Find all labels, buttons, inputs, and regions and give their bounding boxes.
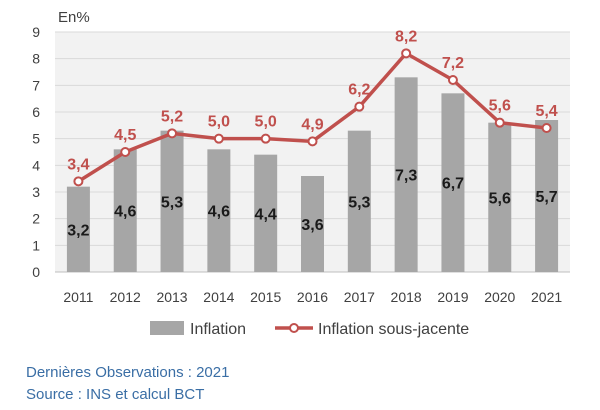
x-tick-label: 2013: [156, 289, 187, 305]
line-point-2019: [447, 75, 458, 85]
x-tick-label: 2014: [203, 289, 234, 305]
bar-2013: [160, 130, 184, 272]
bar-data-label: 4,6: [114, 204, 136, 221]
bar-data-label: 5,7: [535, 189, 557, 206]
bar-data-label: 3,6: [301, 217, 323, 234]
bar-data-label: 7,3: [395, 168, 417, 185]
y-tick-label: 1: [32, 237, 40, 253]
x-tick-label: 2018: [391, 289, 422, 305]
last-observations-note: Dernières Observations : 2021: [26, 364, 230, 381]
y-axis: 0 1 2 3 4 5 6 7 8 9: [32, 24, 40, 280]
line-point-2020: [494, 117, 505, 128]
bar-2016: [301, 176, 324, 272]
source-note: Source : INS et calcul BCT: [26, 386, 205, 403]
line-point-2018: [401, 48, 412, 59]
y-tick-label: 9: [32, 24, 40, 40]
bar-data-label: 6,7: [442, 176, 464, 193]
bar-data-label: 3,2: [67, 222, 89, 239]
y-tick-label: 4: [32, 157, 40, 173]
x-tick-label: 2019: [437, 289, 468, 305]
y-tick-label: 8: [32, 51, 40, 67]
bar-data-label: 4,4: [255, 206, 277, 223]
bar-2021: [535, 120, 559, 272]
line-point-2014: [213, 133, 224, 144]
bar-2014: [207, 149, 231, 272]
bar-2012: [113, 149, 137, 272]
line-data-label: 5,4: [535, 103, 557, 120]
x-tick-label: 2015: [250, 289, 281, 305]
y-tick-label: 0: [32, 264, 40, 280]
bar-data-label: 5,3: [348, 194, 370, 211]
y-tick-label: 3: [32, 184, 40, 200]
bar-2011: [66, 186, 90, 272]
line-data-label: 3,4: [67, 156, 89, 173]
x-tick-label: 2011: [63, 289, 93, 305]
legend-swatch-bar: [150, 321, 184, 335]
y-tick-label: 2: [32, 211, 40, 227]
line-data-label: 5,0: [208, 114, 230, 131]
x-tick-label: 2012: [110, 289, 141, 305]
line-point-2017: [354, 101, 365, 112]
legend-label: Inflation sous-jacente: [318, 321, 469, 338]
line-series: 3,4 4,5 5,2 5,0 5,0 4,9 6,2 8,2 7,2 5,6 5,4: [67, 28, 558, 187]
x-tick-label: 2016: [297, 289, 328, 305]
bar-2018: [394, 77, 418, 272]
x-tick-label: 2021: [531, 289, 562, 305]
legend-marker: [289, 323, 299, 333]
line-data-label: 8,2: [395, 28, 417, 45]
line-point-2015: [260, 133, 271, 144]
bar-2020: [488, 122, 512, 273]
x-tick-label: 2020: [484, 289, 515, 305]
bar-data-label: 5,3: [161, 194, 183, 211]
line-point-2012: [120, 147, 131, 157]
line-data-label: 7,2: [442, 55, 464, 72]
bar-series: 3,2 4,6 5,3 4,6 4,4 3,6 5,3 7,3 6,7 5,6 5,7: [66, 77, 559, 273]
x-tick-label: 2017: [344, 289, 375, 305]
y-tick-label: 5: [32, 131, 40, 147]
line-data-label: 4,5: [114, 127, 136, 144]
bar-2019: [441, 93, 465, 272]
line-data-label: 5,6: [489, 98, 511, 115]
bar-2015: [254, 154, 278, 272]
y-tick-label: 6: [32, 104, 40, 120]
bar-data-label: 4,6: [208, 204, 230, 221]
line-point-2016: [307, 136, 318, 147]
line-data-label: 4,9: [301, 116, 323, 133]
line-point-2011: [73, 176, 84, 187]
bar-2017: [347, 130, 371, 272]
y-tick-label: 7: [32, 77, 40, 93]
line-point-2013: [167, 128, 178, 139]
unit-label: En%: [58, 9, 90, 26]
line-point-2021: [541, 123, 552, 133]
legend-label: Inflation: [190, 321, 246, 338]
x-axis: 2011 2012 2013 2014 2015 2016 2017 2018 2019 2020…: [63, 289, 562, 305]
chart: En% 0 1 2 3 4 5 6 7 8 9 3,2 4,6 5,3 4,6 4,4 3,6 5,3 7,3 6…: [32, 9, 570, 338]
bar-data-label: 5,6: [489, 190, 511, 207]
line-data-label: 5,0: [255, 114, 277, 131]
line-data-label: 5,2: [161, 108, 183, 125]
legend: Inflation Inflation sous-jacente: [150, 321, 469, 338]
line-data-label: 6,2: [348, 82, 370, 99]
